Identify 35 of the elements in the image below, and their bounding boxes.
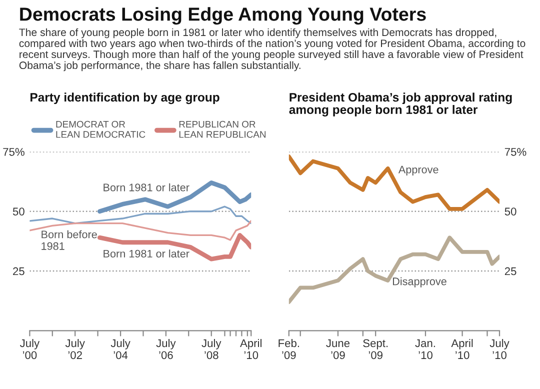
x-tick-label: July ’08 xyxy=(202,338,222,360)
line-series xyxy=(288,154,500,211)
line-series xyxy=(288,236,500,304)
annotation: Born before 1981 xyxy=(42,230,97,250)
chart-title: President Obama’s job approval rating among people born 1981 or later xyxy=(289,92,512,116)
x-tick-label: April ’10 xyxy=(451,338,473,360)
line-series xyxy=(30,206,252,224)
text: Democrats Losing Edge Among Young Voters xyxy=(20,7,426,25)
x-tick-label: Feb. ’09 xyxy=(278,338,300,360)
annotation: Approve xyxy=(398,166,438,176)
x-tick-label: Jan. ’10 xyxy=(415,339,435,360)
y2-tick-label: 75% xyxy=(504,148,526,156)
y2-tick-label: 25 xyxy=(504,267,516,276)
line-series xyxy=(97,180,252,214)
y-tick-label: 50 xyxy=(12,208,24,216)
x-tick-label: July ’06 xyxy=(156,338,176,360)
legend-label: DEMOCRAT OR LEAN DEMOCRATIC xyxy=(56,120,146,138)
text: The share of young people born in 1981 or later who identify themselves with Democrats has dropped, compared with two years ago when two-thirds of the nation’s young voted for President Obama, according to recent surveys. Though more than half of the young people surveyed still have a favorable view of President Obama’s job performance, the share has fallen substantially. xyxy=(19,28,526,72)
line-series xyxy=(97,232,252,262)
annotation: Born 1981 or later xyxy=(104,250,190,258)
annotation: Disapprove xyxy=(392,277,446,288)
y2-tick-label: 50 xyxy=(504,208,516,216)
y-tick-label: 75% xyxy=(3,148,24,156)
line-series xyxy=(30,220,252,241)
x-tick-label: July ’00 xyxy=(20,338,40,360)
x-tick-label: July ’04 xyxy=(110,338,130,360)
x-tick-label: Sept. ’09 xyxy=(363,339,388,360)
annotation: Born 1981 or later xyxy=(104,183,190,192)
x-tick-label: June ’09 xyxy=(326,339,350,360)
y-tick-label: 25 xyxy=(13,267,24,276)
x-tick-label: April ’10 xyxy=(240,338,262,360)
chart-title: Party identification by age group xyxy=(30,92,220,104)
x-tick-label: July ’10 xyxy=(490,338,510,360)
legend-label: REPUBLICAN OR LEAN REPUBLICAN xyxy=(179,120,266,138)
x-tick-label: July ’02 xyxy=(65,338,85,360)
